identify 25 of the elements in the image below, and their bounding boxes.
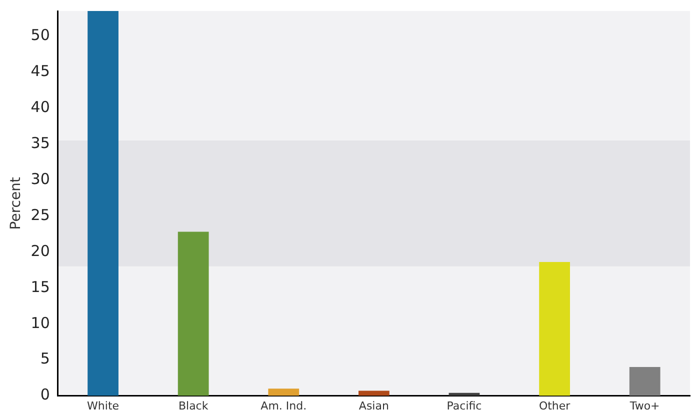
y-tick-label: 25 xyxy=(30,206,50,224)
bar xyxy=(178,232,209,396)
y-tick-label: 40 xyxy=(30,98,50,116)
y-axis-title: Percent xyxy=(8,176,24,230)
x-tick-label: White xyxy=(87,399,120,412)
y-tick-label: 20 xyxy=(30,242,50,260)
bar xyxy=(88,11,118,396)
x-tick-label: Pacific xyxy=(446,399,482,412)
bar xyxy=(358,390,390,396)
bar xyxy=(629,367,660,396)
y-tick-label: 15 xyxy=(30,278,50,296)
x-tick-label: Asian xyxy=(358,399,389,412)
y-tick-label: 45 xyxy=(30,62,50,80)
y-tick-label: 30 xyxy=(30,170,50,188)
y-tick-label: 50 xyxy=(30,26,50,44)
bar xyxy=(268,388,300,396)
bar xyxy=(539,262,570,396)
x-tick-label: Two+ xyxy=(628,399,660,412)
y-tick-label: 35 xyxy=(30,134,50,152)
y-tick-label: 10 xyxy=(30,314,50,332)
y-tick-label: 5 xyxy=(40,350,50,368)
x-tick-label: Other xyxy=(538,399,571,412)
y-tick-label: 0 xyxy=(40,386,50,404)
x-tick-label: Am. Ind. xyxy=(260,399,307,412)
x-tick-label: Black xyxy=(178,399,209,412)
